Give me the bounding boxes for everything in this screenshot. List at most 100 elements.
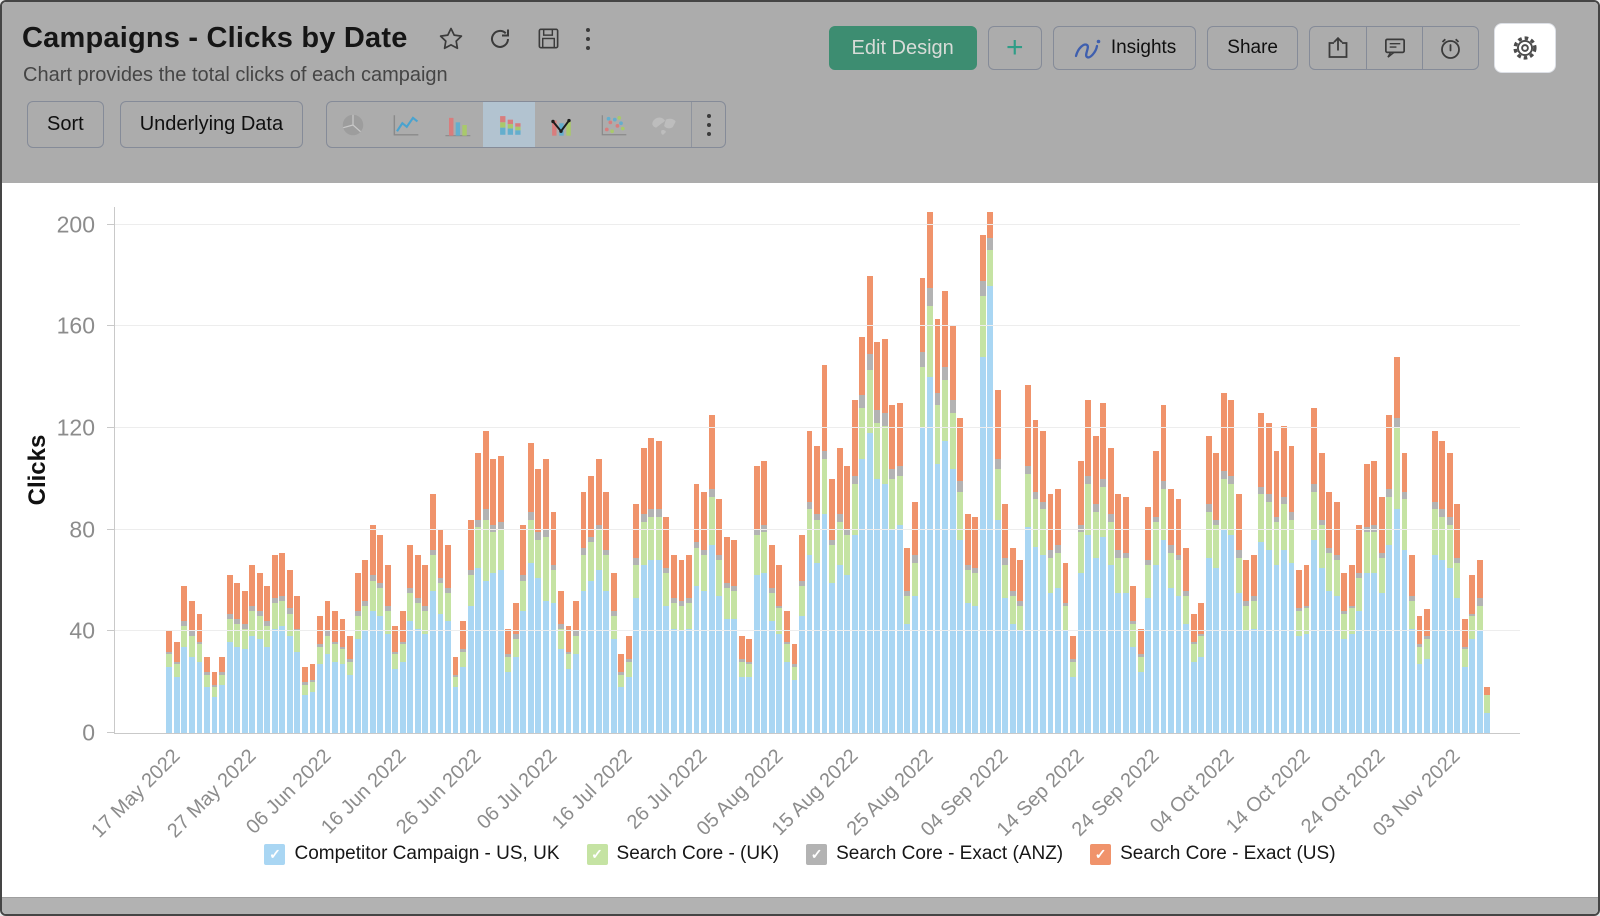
bar-segment[interactable] [414,598,421,604]
bar-segment[interactable] [1077,461,1084,525]
stacked-bar[interactable] [196,613,203,733]
stacked-bar[interactable] [377,534,384,733]
stacked-bar[interactable] [279,552,286,733]
bar-segment[interactable] [799,585,805,617]
stacked-bar[interactable] [1085,400,1092,733]
bar-segment[interactable] [829,544,836,584]
bar-segment[interactable] [1175,499,1182,556]
stacked-bar[interactable] [497,456,504,733]
bar-segment[interactable] [655,509,662,517]
bar-segment[interactable] [678,560,685,601]
bar-segment[interactable] [1409,628,1415,733]
bar-segment[interactable] [1100,486,1107,538]
bar-segment[interactable] [595,570,602,733]
stacked-bar[interactable] [527,443,534,733]
bar-segment[interactable] [1137,656,1144,672]
bar-segment[interactable] [301,684,308,695]
bar-segment[interactable] [542,458,549,530]
bar-segment[interactable] [1002,504,1009,558]
bar-segment[interactable] [1168,588,1174,733]
stacked-bar[interactable] [957,417,964,733]
bar-segment[interactable] [1160,405,1167,482]
bar-segment[interactable] [1130,623,1137,647]
bar-segment[interactable] [1431,555,1438,733]
bar-segment[interactable] [527,519,534,563]
stacked-bar[interactable] [640,448,647,733]
share-button[interactable]: Share [1207,26,1298,70]
stacked-bar[interactable] [565,626,572,733]
bar-segment[interactable] [1318,524,1325,568]
bar-segment[interactable] [512,638,519,657]
bar-segment[interactable] [1409,595,1415,601]
stacked-bar[interactable] [889,405,896,733]
stacked-bar[interactable] [716,499,723,733]
stacked-bar[interactable] [550,511,557,733]
bar-segment[interactable] [1160,481,1167,490]
bar-segment[interactable] [204,687,210,733]
bar-segment[interactable] [1288,511,1295,520]
bar-segment[interactable] [399,641,406,645]
bar-segment[interactable] [324,636,331,655]
bar-segment[interactable] [166,631,173,652]
bar-segment[interactable] [738,659,745,662]
stacked-bar[interactable] [731,539,738,733]
bar-segment[interactable] [422,605,429,612]
stacked-bar[interactable] [407,544,414,733]
bar-segment[interactable] [618,687,625,733]
bar-segment[interactable] [701,590,707,733]
bar-segment[interactable] [1183,590,1189,596]
stacked-bar[interactable] [1228,400,1235,733]
bar-segment[interactable] [565,651,572,655]
bar-segment[interactable] [1130,585,1137,622]
bar-segment[interactable] [550,511,557,566]
bar-segment[interactable] [490,524,497,533]
stacked-bar[interactable] [271,555,278,733]
bar-segment[interactable] [994,389,1001,459]
bar-segment[interactable] [1130,646,1137,733]
bar-segment[interactable] [1070,677,1077,733]
bar-segment[interactable] [603,555,610,591]
stacked-bar[interactable] [347,636,354,733]
bar-segment[interactable] [761,461,768,525]
bar-segment[interactable] [1213,567,1220,733]
bar-segment[interactable] [256,611,263,617]
bar-segment[interactable] [369,580,376,612]
schedule-alarm-icon[interactable] [1422,27,1478,69]
bar-segment[interactable] [1032,491,1039,500]
bar-segment[interactable] [588,476,595,538]
bar-segment[interactable] [204,672,210,675]
bar-segment[interactable] [671,603,677,629]
stacked-bar[interactable] [414,555,421,733]
add-button[interactable]: + [987,26,1042,70]
bar-segment[interactable] [535,539,542,578]
export-icon[interactable] [1310,27,1366,69]
bar-segment[interactable] [723,537,730,584]
stacked-bar[interactable] [746,638,753,733]
stacked-bar[interactable] [249,565,256,733]
bar-segment[interactable] [166,666,173,733]
bar-segment[interactable] [1303,565,1310,606]
stacked-bar[interactable] [919,278,926,733]
bar-segment[interactable] [1273,565,1280,733]
bar-segment[interactable] [987,212,994,238]
legend-checkbox-icon[interactable]: ✓ [264,843,286,865]
bar-segment[interactable] [1341,613,1348,639]
bar-segment[interactable] [972,517,979,568]
bar-segment[interactable] [1190,613,1197,642]
combo-chart-icon[interactable] [535,102,587,147]
bar-segment[interactable] [746,664,753,678]
bar-segment[interactable] [1454,504,1461,558]
bar-segment[interactable] [1250,595,1257,601]
bar-segment[interactable] [1145,506,1152,561]
bar-segment[interactable] [181,585,188,622]
bar-segment[interactable] [949,468,956,733]
bar-segment[interactable] [648,517,655,561]
bar-segment[interactable] [1009,595,1016,624]
stacked-bar[interactable] [1333,501,1340,733]
bar-segment[interactable] [979,234,986,281]
bar-segment[interactable] [949,326,956,401]
bar-segment[interactable] [317,644,323,647]
bar-segment[interactable] [663,572,670,606]
bar-segment[interactable] [603,590,610,733]
bar-segment[interactable] [934,392,941,406]
